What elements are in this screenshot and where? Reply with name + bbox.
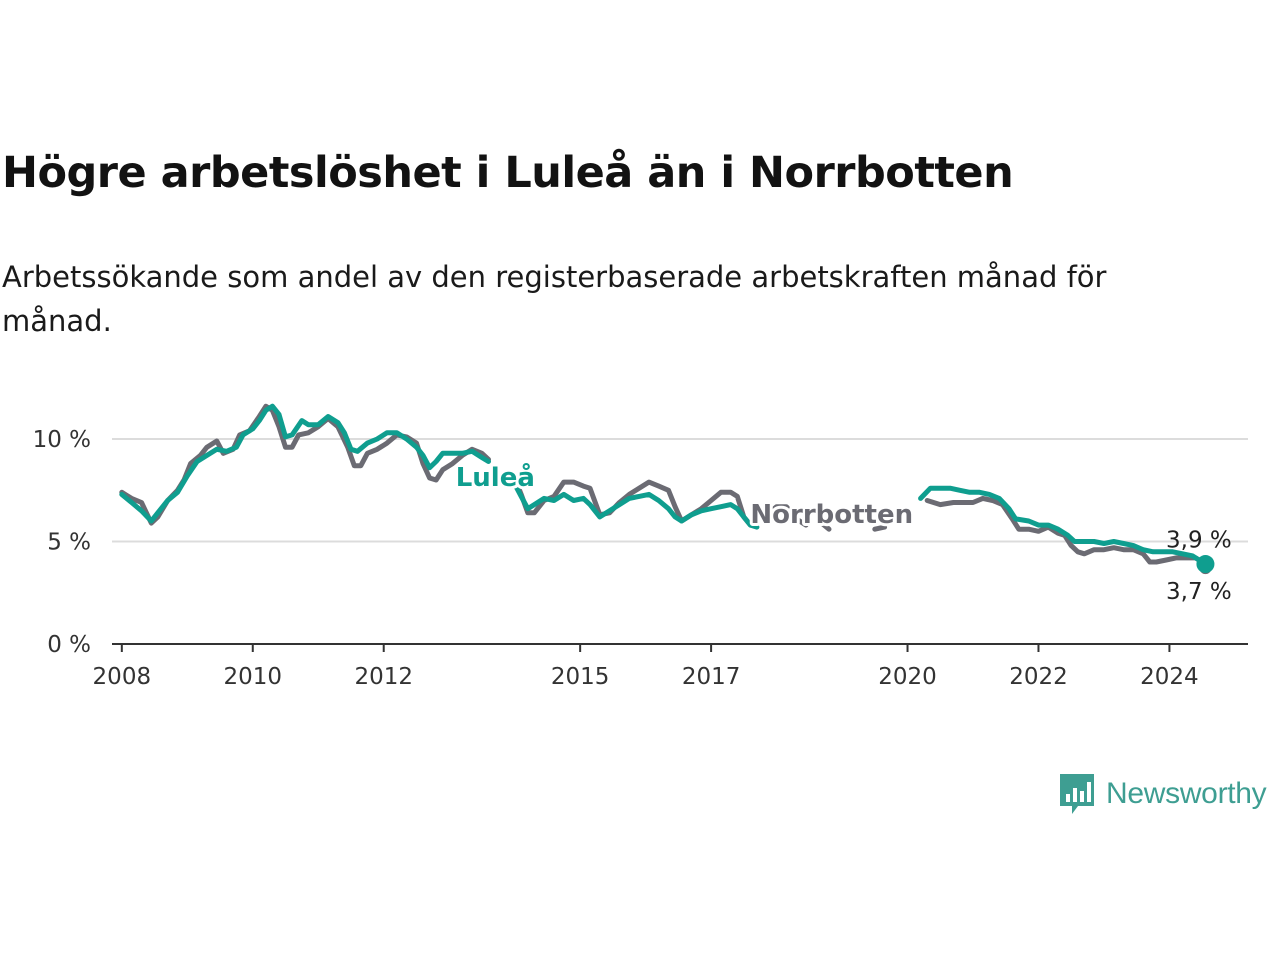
series-line-norrbotten <box>764 504 809 528</box>
y-tick-label: 5 % <box>47 530 91 556</box>
series-line-lulea <box>119 403 491 524</box>
end-value-label-lulea: 3,9 % <box>1166 528 1232 554</box>
series-line-norrbotten <box>924 495 1208 571</box>
series-label-lulea: Luleå <box>456 461 535 493</box>
line-chart: 0 % 5 % 10 % 2008 2010 2012 2015 2017 2020 2022 20… <box>33 403 1248 690</box>
x-tick-label: 2017 <box>682 664 741 690</box>
end-point-lulea <box>1196 555 1215 574</box>
y-tick-label: 0 % <box>47 632 91 658</box>
gridlines <box>112 438 1248 543</box>
x-tick-label: 2015 <box>551 664 610 690</box>
end-value-label-norrbotten: 3,7 % <box>1166 579 1232 605</box>
series-line-lulea <box>918 485 1208 567</box>
series-label-norrbotten: Norrbotten <box>750 500 913 530</box>
x-tick-label: 2008 <box>93 664 152 690</box>
chart-subtitle: Arbetssökande som andel av den registerb… <box>2 260 1107 338</box>
series-labels: Luleå Norrbotten 3,9 % 3,7 % <box>453 458 1232 605</box>
series-line-lulea <box>512 481 760 530</box>
series-line-norrbotten <box>816 518 832 532</box>
newsworthy-logo-icon <box>1060 774 1094 814</box>
chart-title: Högre arbetslöshet i Luleå än i Norrbott… <box>2 148 1014 198</box>
axes: 0 % 5 % 10 % 2008 2010 2012 2015 2017 2020 2022 20… <box>33 427 1248 690</box>
series-line-norrbotten <box>872 524 888 532</box>
x-tick-label: 2012 <box>354 664 413 690</box>
brand-name: Newsworthy <box>1106 777 1267 810</box>
x-tick-label: 2010 <box>223 664 282 690</box>
series-lines <box>119 403 1215 575</box>
x-tick-label: 2024 <box>1140 664 1199 690</box>
y-tick-label: 10 % <box>33 427 91 453</box>
newsworthy-brand: Newsworthy <box>1058 772 1267 816</box>
x-tick-label: 2022 <box>1009 664 1068 690</box>
x-tick-label: 2020 <box>878 664 937 690</box>
